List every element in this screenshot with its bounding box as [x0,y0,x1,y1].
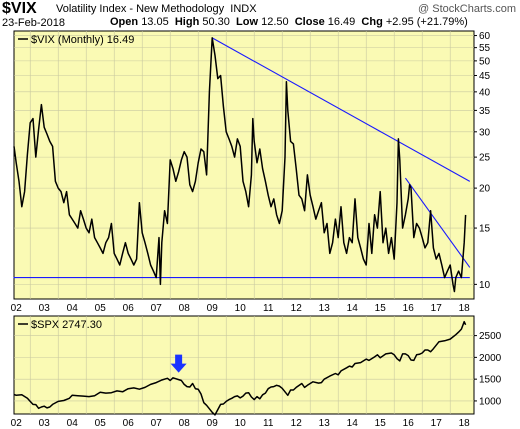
spx-plot-area [13,315,475,415]
vix-x-tick-label: 02 [11,303,23,314]
high-value: 50.30 [202,16,230,28]
spx-x-tick-label: 15 [375,418,387,429]
open-value: 13.05 [141,16,169,28]
high-label: High [174,16,200,28]
vix-y-tick-label: 10 [479,280,491,291]
watermark: @ StockCharts.com [418,3,516,15]
vix-x-tick-label: 17 [431,303,443,314]
vix-x-tick-label: 03 [39,303,51,314]
vix-y-tick-label: 35 [479,106,491,117]
chg-value: +2.95 (+21.79%) [385,16,468,28]
vix-x-tick-label: 07 [151,303,163,314]
vix-y-tick-label: 50 [479,56,491,67]
quote-values: Open 13.05 High 50.30 Low 12.50 Close 16… [110,16,468,28]
spx-x-tick-label: 09 [207,418,219,429]
spx-x-tick-label: 05 [95,418,107,429]
vix-x-tick-label: 15 [375,303,387,314]
spx-legend: $SPX 2747.30 [31,319,102,331]
vix-legend: $VIX (Monthly) 16.49 [31,34,134,46]
spx-price-line [13,320,467,416]
vix-x-tick-label: 09 [207,303,219,314]
spx-y-tick-label: 1000 [479,396,502,407]
down-arrow-icon [170,354,187,373]
spx-y-tick-label: 2000 [479,353,502,364]
spx-y-tick-label: 2500 [479,331,502,342]
vix-y-tick-label: 20 [479,184,491,195]
exchange-label: INDX [230,3,257,15]
vix-x-tick-label: 10 [235,303,247,314]
vix-y-tick-label: 40 [479,87,491,98]
vix-trendline [211,37,471,182]
spx-x-tick-label: 04 [67,418,79,429]
vix-y-tick-label: 25 [479,153,491,164]
spx-x-tick-label: 06 [123,418,135,429]
vix-y-tick-label: 15 [479,224,491,235]
spx-x-tick-label: 17 [431,418,443,429]
vix-x-tick-label: 13 [319,303,331,314]
vix-x-tick-label: 06 [123,303,135,314]
vix-x-tick-label: 12 [291,303,303,314]
spx-x-tick-label: 12 [291,418,303,429]
low-value: 12.50 [261,16,289,28]
spx-x-tick-label: 08 [179,418,191,429]
vix-x-tick-label: 08 [179,303,191,314]
spx-x-tick-label: 10 [235,418,247,429]
spx-x-tick-label: 14 [347,418,359,429]
vix-plot-area [13,30,475,300]
vix-x-tick-label: 11 [263,303,274,314]
spx-x-tick-label: 18 [459,418,471,429]
low-label: Low [236,16,259,28]
vix-x-tick-label: 14 [347,303,359,314]
close-value: 16.49 [327,16,356,28]
vix-y-tick-label: 45 [479,71,491,82]
spx-x-tick-label: 16 [403,418,415,429]
vix-y-tick-label: 60 [479,31,491,42]
vix-y-tick-label: 30 [479,127,491,138]
spx-x-tick-label: 13 [319,418,331,429]
vix-x-tick-label: 04 [67,303,79,314]
vix-x-tick-label: 05 [95,303,107,314]
spx-x-tick-label: 02 [11,418,23,429]
vix-x-tick-label: 16 [403,303,415,314]
spx-x-tick-label: 11 [263,418,274,429]
vix-y-tick-label: 55 [479,43,491,54]
chart-header: $VIX Volatility Index - New Methodology … [0,0,520,30]
spx-panel: 02 03 04 05 06 07 08 09 10 11 12 13 14 15 16 17 18 1000 15… [11,315,502,429]
vix-x-tick-label: 18 [459,303,471,314]
instrument-name: Volatility Index - New Methodology INDX [56,3,257,15]
instrument-name-text: Volatility Index - New Methodology [56,3,225,15]
close-label: Close [294,16,325,28]
chg-label: Chg [361,16,383,28]
vix-price-line [13,37,467,293]
spx-x-tick-label: 07 [151,418,163,429]
spx-x-tick-label: 03 [39,418,51,429]
symbol-title: $VIX [2,0,37,17]
quote-date: 23-Feb-2018 [2,17,65,29]
vix-trendline [404,177,471,268]
vix-panel: 02 03 04 05 06 07 08 09 10 11 12 13 14 15 16 17 18 10 15 20… [11,30,491,314]
spx-y-tick-label: 1500 [479,375,502,386]
open-label: Open [110,16,139,28]
